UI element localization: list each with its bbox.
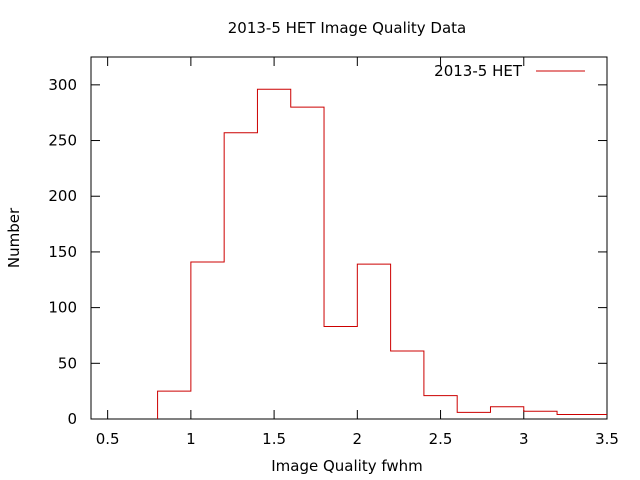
y-tick-label: 150: [48, 243, 77, 261]
series-layer: [157, 88, 607, 419]
y-tick-label: 200: [48, 187, 77, 205]
x-tick-label: 2: [353, 430, 363, 448]
y-axis-ticks: 0 50 100 150 200 250 300: [48, 76, 607, 428]
plot-frame: [90, 56, 608, 420]
y-tick-label: 0: [67, 410, 77, 428]
y-tick-label: 50: [58, 354, 77, 372]
x-tick-label: 3.5: [595, 430, 619, 448]
x-tick-label: 2.5: [429, 430, 453, 448]
x-tick-label: 1.5: [262, 430, 286, 448]
y-tick-label: 250: [48, 132, 77, 150]
y-axis-label: Number: [5, 207, 23, 268]
x-axis-ticks: 0.5 1 1.5 2 2.5 3 3.5: [96, 57, 619, 448]
legend-label: 2013-5 HET: [434, 62, 523, 80]
y-tick-label: 300: [48, 76, 77, 94]
histogram-series-line: [157, 88, 607, 419]
x-tick-label: 1: [186, 430, 196, 448]
x-tick-label: 0.5: [96, 430, 120, 448]
x-axis-label: Image Quality fwhm: [271, 457, 423, 475]
x-tick-label: 3: [519, 430, 529, 448]
legend: 2013-5 HET: [434, 62, 585, 80]
chart-title: 2013-5 HET Image Quality Data: [228, 19, 467, 37]
y-tick-label: 100: [48, 299, 77, 317]
